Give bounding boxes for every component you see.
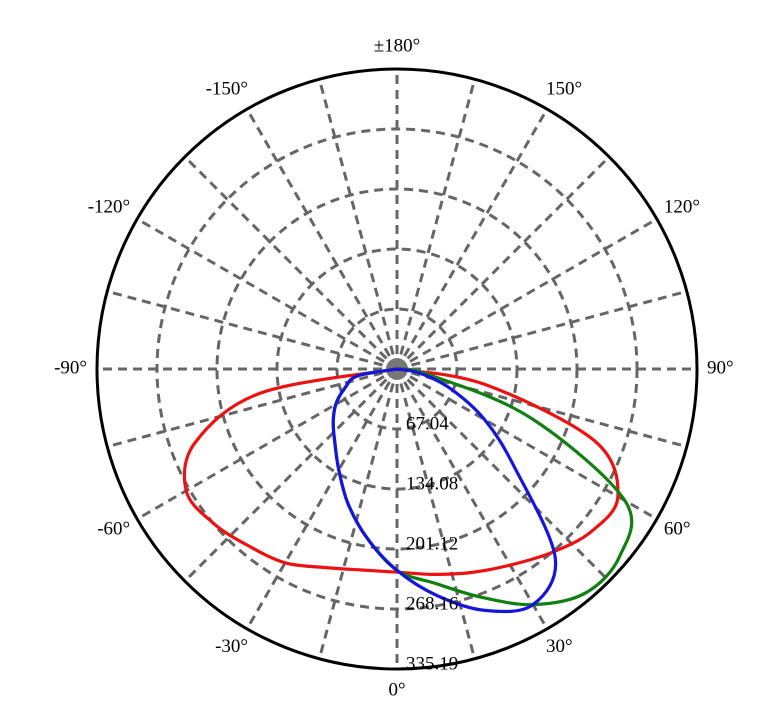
grid-spoke (245, 108, 399, 370)
grid-spoke (183, 367, 399, 583)
series-curve (331, 367, 558, 614)
grid-spoke (395, 78, 477, 370)
grid-spoke (395, 367, 611, 583)
r-tick-label: 268.16 (406, 593, 458, 614)
theta-tick-label: 30° (546, 636, 573, 657)
grid-spoke (136, 217, 398, 371)
theta-tick-label: 90° (707, 357, 734, 378)
theta-tick-label: 60° (664, 518, 691, 539)
theta-tick-label: -120° (88, 196, 130, 217)
grid-spoke (183, 155, 399, 371)
r-tick-label: 67.04 (406, 413, 449, 434)
r-tick-label: 134.08 (406, 473, 458, 494)
grid-spoke (395, 108, 549, 370)
theta-tick-label: -30° (215, 636, 248, 657)
grid-spoke (106, 289, 398, 371)
grid-spoke (395, 368, 549, 630)
theta-tick-label: -150° (206, 78, 248, 99)
theta-tick-label: -90° (54, 357, 87, 378)
grid-spoke (317, 78, 399, 370)
grid-spoke (396, 289, 688, 371)
grid-spoke (396, 367, 658, 521)
theta-tick-label: 0° (388, 679, 405, 700)
theta-tick-label: 120° (664, 196, 700, 217)
r-tick-label: 201.12 (406, 533, 458, 554)
theta-tick-label: -60° (97, 518, 130, 539)
grid-spoke (395, 368, 477, 660)
grid-spoke (106, 367, 398, 449)
theta-tick-label: 150° (546, 78, 582, 99)
r-tick-label: 335.19 (406, 653, 458, 674)
grid-spoke (136, 367, 398, 521)
grid-spoke (317, 368, 399, 660)
grid-spoke (395, 155, 611, 371)
grid-spoke (396, 217, 658, 371)
grid-spoke (245, 368, 399, 630)
outer-ring (95, 67, 699, 671)
theta-tick-label: ±180° (374, 35, 421, 56)
